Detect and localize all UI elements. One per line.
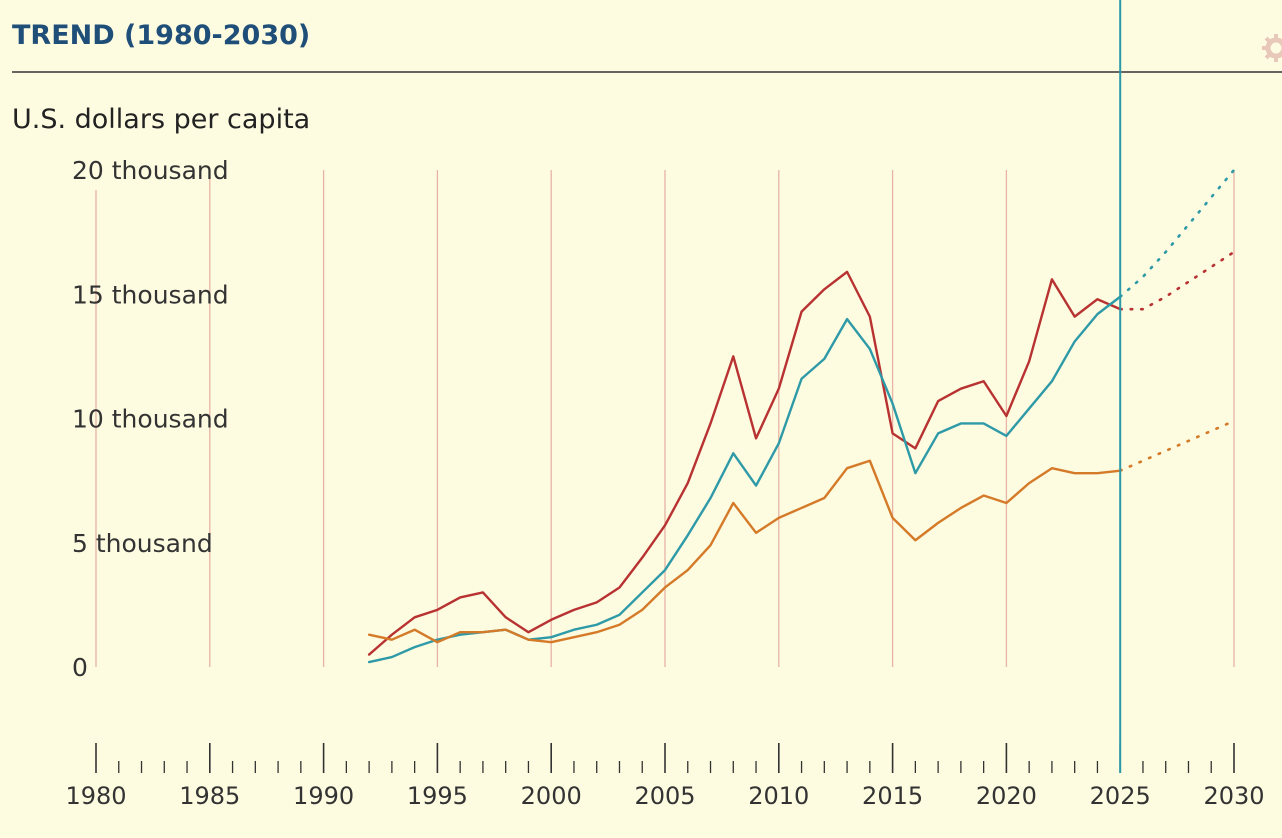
series-line-1 [367,270,1122,656]
gear-tooth [1264,53,1271,60]
series-projection-3 [1118,419,1236,472]
x-tick-label: 2015 [862,782,923,810]
x-tick-label: 1990 [293,782,354,810]
x-tick-label: 2020 [976,782,1037,810]
gear-icon[interactable] [1262,34,1282,62]
series-projection-2 [1118,168,1236,299]
y-tick-label: 10 thousand [72,405,229,434]
y-tick-label: 15 thousand [72,280,229,309]
y-tick-labels: 0 5 thousand 10 thousand 15 thousand 20 thou… [72,156,229,682]
x-tick-label: 1980 [65,782,126,810]
series-lines [367,168,1236,664]
y-tick-label: 20 thousand [72,156,229,185]
y-axis-label: U.S. dollars per capita [12,104,310,135]
series-line-3 [367,459,1122,644]
series-line-2 [367,295,1122,664]
y-tick-label: 5 thousand [72,529,213,558]
x-tick-label: 1995 [407,782,468,810]
grid-lines [95,170,1235,667]
x-tick-label: 1985 [179,782,240,810]
x-tick-label: 2030 [1203,782,1264,810]
gear-tooth [1264,36,1271,43]
x-axis: 1980 1985 1990 1995 2000 2005 2010 2015 2020 2025… [65,743,1265,810]
chart-title: TREND (1980-2030) [12,20,310,51]
y-tick-label: 0 [72,653,88,682]
x-tick-label: 2005 [634,782,695,810]
x-tick-label: 2025 [1090,782,1151,810]
series-projection-1 [1118,250,1236,311]
x-tick-label: 2000 [521,782,582,810]
x-tick-label: 2010 [748,782,809,810]
